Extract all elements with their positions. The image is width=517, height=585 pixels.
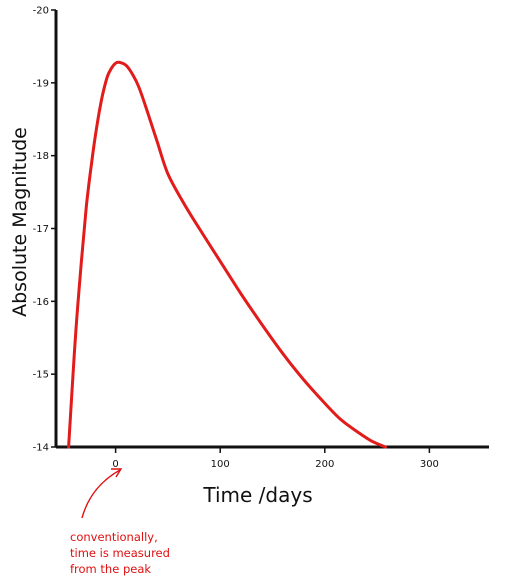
y-tick-label: -18 bbox=[33, 151, 49, 162]
x-tick-label: 300 bbox=[420, 459, 439, 470]
y-tick-label: -19 bbox=[33, 78, 49, 89]
axes bbox=[54, 10, 489, 449]
x-tick-label: 200 bbox=[315, 459, 334, 470]
annotation-arrow-head bbox=[111, 468, 123, 478]
y-axis-title: Absolute Magnitude bbox=[9, 127, 31, 317]
x-axis-title: Time /days bbox=[202, 483, 312, 507]
x-ticks: 0 100 200 300 bbox=[112, 447, 439, 470]
annotation-arrow-line bbox=[81, 469, 121, 519]
annotation-line-1: conventionally, bbox=[70, 530, 158, 544]
light-curve-line bbox=[67, 60, 387, 449]
annotation: conventionally, time is measured from th… bbox=[70, 468, 170, 576]
y-tick-label: -14 bbox=[33, 443, 49, 454]
y-tick-label: -20 bbox=[33, 6, 49, 17]
annotation-line-3: from the peak bbox=[70, 562, 151, 576]
x-tick-label: 0 bbox=[112, 459, 118, 470]
annotation-line-2: time is measured bbox=[70, 546, 170, 560]
y-ticks: -20 -19 -18 -17 -16 -15 -14 bbox=[33, 6, 56, 454]
y-tick-label: -16 bbox=[33, 297, 49, 308]
series-group bbox=[67, 60, 387, 449]
y-tick-label: -17 bbox=[33, 224, 49, 235]
y-tick-label: -15 bbox=[33, 370, 49, 381]
x-tick-label: 100 bbox=[211, 459, 230, 470]
